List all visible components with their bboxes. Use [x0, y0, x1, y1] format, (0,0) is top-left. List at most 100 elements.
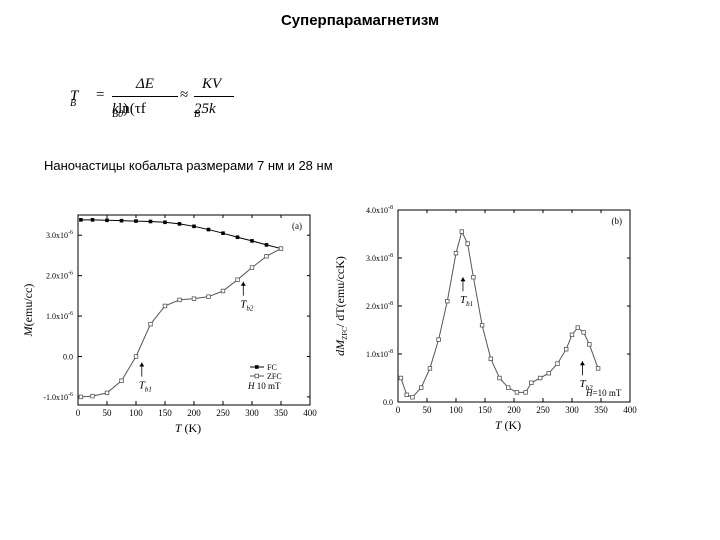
data-point	[119, 218, 124, 223]
annotation-arrowhead	[460, 277, 466, 282]
formula-frac1-den-k-sub: B	[112, 109, 119, 120]
data-point	[581, 330, 586, 335]
formula-frac2-denominator: 25k B	[194, 101, 216, 120]
data-point	[79, 218, 83, 222]
series-line-zfc	[80, 248, 282, 398]
x-tick-label: 150	[158, 408, 172, 418]
y-axis-label: M(emu/cc)	[21, 284, 35, 338]
x-tick-label: 50	[423, 405, 433, 415]
data-point	[537, 375, 543, 381]
x-tick-label: 100	[449, 405, 463, 415]
annotation-arrowhead	[579, 361, 585, 366]
data-point	[162, 303, 168, 309]
data-point	[206, 294, 211, 299]
formula-frac1-den-f-sub: 0	[118, 109, 124, 120]
x-tick-label: 400	[623, 405, 637, 415]
x-tick-label: 300	[245, 408, 259, 418]
data-point	[264, 254, 269, 259]
data-point	[163, 220, 167, 225]
formula-frac1-bar	[112, 96, 178, 97]
x-tick-label: 0	[76, 408, 81, 418]
data-point	[514, 390, 520, 395]
series-line-derivative	[400, 230, 599, 398]
data-point	[419, 385, 424, 390]
formula-frac1-den-close: )	[123, 101, 129, 117]
y-axis-label: dMZFC/ dT(emu/ccK)	[333, 256, 349, 356]
data-point	[410, 394, 415, 400]
x-tick-label: 300	[565, 405, 579, 415]
panel-label: (b)	[612, 216, 623, 226]
data-point	[235, 235, 240, 240]
data-point	[177, 222, 182, 226]
x-tick-label: 350	[274, 408, 288, 418]
data-point	[104, 390, 110, 396]
formula-frac1-den-k: k	[112, 101, 119, 117]
formula-frac2-numerator: KV	[202, 76, 222, 92]
y-tick-label: 2.0x10-6	[46, 271, 73, 281]
data-point	[479, 323, 485, 328]
data-point	[465, 241, 470, 246]
annotation-arrowhead	[240, 281, 246, 286]
data-point	[569, 332, 575, 337]
data-point	[191, 296, 197, 301]
data-point	[563, 346, 569, 352]
formula-frac2-bar	[194, 96, 234, 97]
data-point	[278, 246, 284, 251]
formula-lhs-sub: B	[70, 98, 77, 109]
legend-field: H 10 mT	[247, 381, 281, 391]
plot-frame	[397, 209, 631, 403]
data-point	[445, 299, 450, 304]
formula-approx: ≈	[180, 87, 189, 103]
x-tick-label: 50	[103, 408, 113, 418]
x-axis-label: T (K)	[175, 421, 201, 435]
x-tick-label: 200	[187, 408, 201, 418]
chart-magnetization-fc-zfc: 0 50 100 150 200 250 300 350 400 -1.0x10-6 0.0 1.0x…	[21, 214, 317, 435]
data-point	[250, 239, 254, 243]
y-tick-label: 3.0x10-6	[46, 230, 73, 240]
formula-frac1-numerator: ΔE	[136, 76, 154, 92]
data-point	[555, 361, 560, 366]
data-point	[471, 275, 476, 280]
data-point	[404, 392, 409, 397]
formula-frac2-den-main: 25k	[194, 101, 216, 117]
formula-frac2-den-sub: B	[194, 109, 201, 120]
annotation-label: Tb2	[240, 299, 254, 313]
data-point	[78, 394, 84, 400]
data-point	[249, 265, 255, 270]
x-tick-label: 400	[303, 408, 317, 418]
x-tick-label: 250	[216, 408, 230, 418]
data-point	[221, 231, 225, 235]
data-point	[148, 219, 153, 224]
slide-subtitle: Наночастицы кобальта размерами 7 нм и 28…	[44, 158, 333, 173]
annotation-label: Tb1	[460, 294, 473, 308]
y-tick-label: 0.0	[63, 352, 73, 361]
data-point	[436, 337, 441, 342]
panel-label: (a)	[292, 221, 302, 231]
annotation-arrowhead	[139, 362, 145, 367]
y-tick-label: 3.0x10-8	[366, 253, 393, 263]
data-point	[427, 366, 433, 371]
data-point	[523, 390, 528, 395]
legend-label: ZFC	[267, 372, 282, 381]
x-tick-label: 100	[129, 408, 143, 418]
data-point	[206, 227, 211, 232]
data-point	[148, 321, 153, 327]
annotation-label: Tb1	[139, 380, 152, 394]
data-point	[134, 219, 138, 223]
legend-label: FC	[267, 363, 277, 372]
data-point	[119, 378, 124, 383]
x-tick-label: 150	[478, 405, 492, 415]
data-point	[220, 288, 226, 294]
x-tick-label: 250	[536, 405, 550, 415]
data-point	[497, 375, 502, 381]
x-axis-label: T (K)	[495, 418, 521, 432]
data-point	[264, 243, 269, 247]
data-point	[235, 277, 240, 282]
data-point	[587, 342, 592, 347]
data-point	[459, 229, 464, 234]
data-point	[192, 224, 196, 229]
x-tick-label: 350	[594, 405, 608, 415]
data-point	[453, 251, 459, 256]
